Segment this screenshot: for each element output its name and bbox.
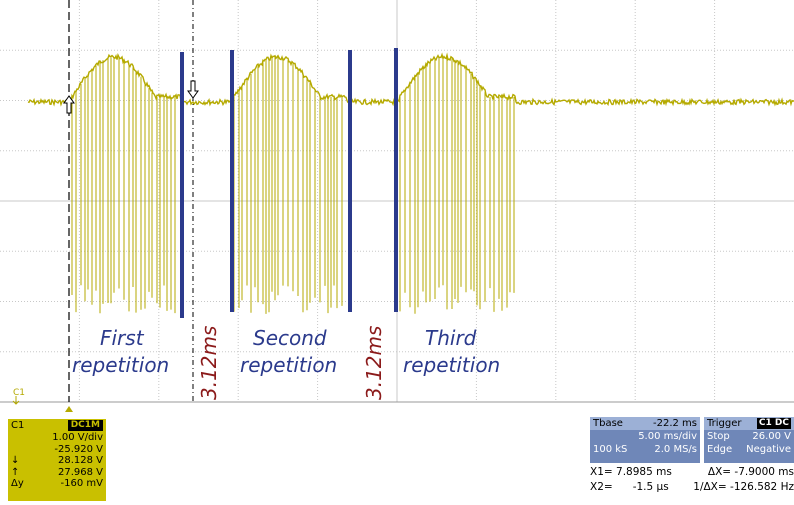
channel-offset: -25.920 V: [54, 443, 103, 455]
x2-label: X2=: [590, 481, 613, 493]
sample-count: 100 kS: [593, 444, 628, 455]
gap-label-1: 3.12ms: [197, 326, 221, 400]
time-per-div: 5.00 ms/div: [638, 431, 697, 442]
x1-label: X1=: [590, 466, 613, 478]
timebase-title: Tbase: [593, 418, 623, 429]
graticule-grid: [0, 0, 794, 403]
x2-value: -1.5 µs: [632, 481, 669, 493]
delta-y-value: -160 mV: [60, 478, 103, 489]
cursor-up-symbol: ↑: [11, 466, 20, 478]
coupling-badge: DC1M: [67, 420, 103, 431]
inv-dx-label: 1/ΔX=: [693, 481, 727, 493]
dx-label: ΔX=: [707, 466, 732, 478]
timebase-panel[interactable]: Tbase -22.2 ms 5.00 ms/div 100 kS 2.0 MS…: [590, 417, 700, 463]
trigger-type: Edge: [707, 444, 733, 455]
label-first-repetition: repetition: [72, 353, 169, 377]
channel-1-panel[interactable]: C1 DC1M 1.00 V/div -25.920 V ↓ 28.128 V ↑…: [8, 419, 106, 501]
trigger-level: 26.00 V: [752, 431, 791, 442]
sample-rate: 2.0 MS/s: [654, 444, 697, 455]
label-third: Third: [425, 326, 477, 350]
cursor-down-arrow-icon[interactable]: [187, 80, 199, 99]
cursor-up-value: 27.968 V: [57, 466, 103, 478]
repetition-marker-bar: [348, 50, 352, 312]
trigger-source-badge: C1 DC: [756, 418, 791, 429]
label-first: First: [100, 326, 145, 350]
dx-value: -7.9000 ms: [734, 466, 794, 478]
channel-name: C1: [11, 420, 25, 431]
waveform-trace: [27, 52, 794, 314]
gap-label-2: 3.12ms: [362, 326, 386, 400]
volts-per-div: 1.00 V/div: [52, 432, 103, 443]
cursor-down-symbol: ↓: [11, 455, 20, 466]
trigger-panel[interactable]: Trigger C1 DC Stop 26.00 V Edge Negative: [704, 417, 794, 463]
delta-y-symbol: Δy: [11, 478, 24, 489]
channel-marker-arrow-icon: [12, 396, 20, 405]
cursor-up-arrow-icon[interactable]: [63, 95, 75, 114]
cursor-down-value: 28.128 V: [57, 455, 103, 466]
inv-dx-value: -126.582 Hz: [730, 481, 794, 493]
repetition-marker-bar: [230, 50, 234, 312]
cursor-readout: X1= 7.8985 ms ΔX= -7.9000 ms X2= -1.5 µs…: [590, 465, 794, 501]
waveform-line: [27, 52, 794, 107]
label-second: Second: [253, 326, 327, 350]
trigger-mode: Stop: [707, 431, 730, 442]
trigger-slope: Negative: [746, 444, 791, 455]
label-second-repetition: repetition: [240, 353, 337, 377]
timebase-delay: -22.2 ms: [652, 418, 697, 429]
channel-marker-label: C1: [13, 388, 25, 398]
repetition-marker-bar: [180, 52, 184, 318]
label-third-repetition: repetition: [403, 353, 500, 377]
repetition-marker-bar: [394, 48, 398, 312]
trigger-position-icon: [65, 406, 73, 412]
trigger-title: Trigger: [707, 418, 742, 429]
x1-value: 7.8985 ms: [616, 466, 672, 478]
